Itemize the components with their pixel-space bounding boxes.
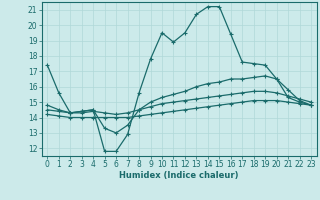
X-axis label: Humidex (Indice chaleur): Humidex (Indice chaleur)	[119, 171, 239, 180]
